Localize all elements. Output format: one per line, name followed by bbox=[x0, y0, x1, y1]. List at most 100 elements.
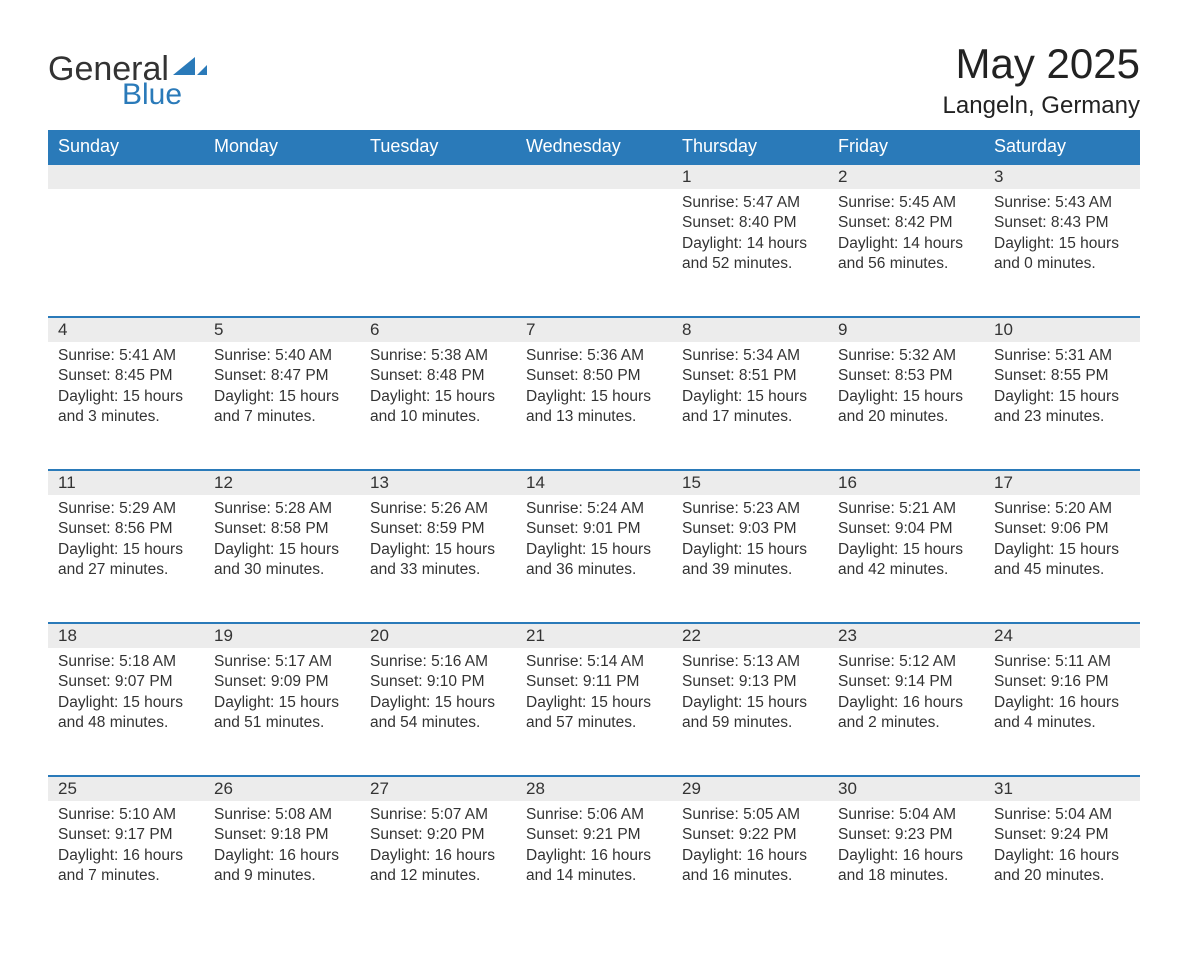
daylight-label: Daylight: bbox=[682, 541, 747, 558]
day-number-cell: 2 bbox=[828, 164, 984, 189]
day-content-cell: Sunrise: 5:43 AMSunset: 8:43 PMDaylight:… bbox=[984, 189, 1140, 317]
sunrise-value: 5:41 AM bbox=[119, 347, 176, 364]
daylight-label: Daylight: bbox=[994, 541, 1059, 558]
sunset-line: Sunset: 9:23 PM bbox=[838, 825, 974, 845]
day-header: Sunday bbox=[48, 130, 204, 164]
week-content-row: Sunrise: 5:10 AM Sunset: 9:17 PM Daylight:… bbox=[48, 801, 1140, 929]
sunrise-value: 5:08 AM bbox=[275, 806, 332, 823]
sunset-value: 9:21 PM bbox=[583, 826, 641, 843]
sunset-line: Sunset: 8:42 PM bbox=[838, 213, 974, 233]
day-content-cell: Sunrise: 5:28 AMSunset: 8:58 PMDaylight:… bbox=[204, 495, 360, 623]
day-number-cell: 5 bbox=[204, 317, 360, 342]
day-number: 2 bbox=[838, 167, 847, 186]
sunset-value: 8:42 PM bbox=[895, 214, 953, 231]
day-number-cell: 31 bbox=[984, 776, 1140, 801]
day-number-cell: 16 bbox=[828, 470, 984, 495]
sunrise-value: 5:05 AM bbox=[743, 806, 800, 823]
sunrise-label: Sunrise: bbox=[994, 653, 1055, 670]
sunrise-line: Sunrise: 5:28 AM bbox=[214, 499, 350, 519]
sunrise-value: 5:10 AM bbox=[119, 806, 176, 823]
sunrise-value: 5:36 AM bbox=[587, 347, 644, 364]
daylight-line: Daylight: 16 hours and 2 minutes. bbox=[838, 693, 974, 734]
sunrise-line: Sunrise: 5:14 AM bbox=[526, 652, 662, 672]
sunrise-label: Sunrise: bbox=[214, 500, 275, 517]
daylight-label: Daylight: bbox=[682, 694, 747, 711]
sunset-label: Sunset: bbox=[214, 520, 271, 537]
day-number-cell: 26 bbox=[204, 776, 360, 801]
day-content-cell: Sunrise: 5:17 AMSunset: 9:09 PMDaylight:… bbox=[204, 648, 360, 776]
sunrise-line: Sunrise: 5:17 AM bbox=[214, 652, 350, 672]
day-number-cell: 7 bbox=[516, 317, 672, 342]
sunrise-label: Sunrise: bbox=[58, 806, 119, 823]
day-number-cell: 30 bbox=[828, 776, 984, 801]
daylight-label: Daylight: bbox=[526, 694, 591, 711]
calendar-page: General Blue May 2025 Langeln, Germany S… bbox=[0, 0, 1188, 959]
sunrise-line: Sunrise: 5:16 AM bbox=[370, 652, 506, 672]
day-number: 24 bbox=[994, 626, 1013, 645]
daylight-line: Daylight: 16 hours and 9 minutes. bbox=[214, 846, 350, 887]
daylight-label: Daylight: bbox=[214, 847, 279, 864]
page-title: May 2025 bbox=[943, 40, 1140, 88]
sunrise-value: 5:23 AM bbox=[743, 500, 800, 517]
daylight-line: Daylight: 15 hours and 7 minutes. bbox=[214, 387, 350, 428]
day-content-cell: Sunrise: 5:29 AMSunset: 8:56 PMDaylight:… bbox=[48, 495, 204, 623]
sunrise-line: Sunrise: 5:08 AM bbox=[214, 805, 350, 825]
week-content-row: Sunrise: 5:29 AMSunset: 8:56 PMDaylight:… bbox=[48, 495, 1140, 623]
daylight-label: Daylight: bbox=[370, 694, 435, 711]
day-number-cell: 29 bbox=[672, 776, 828, 801]
sunset-value: 8:48 PM bbox=[427, 367, 485, 384]
title-block: May 2025 Langeln, Germany bbox=[943, 40, 1140, 120]
daylight-line: Daylight: 15 hours and 27 minutes. bbox=[58, 540, 194, 581]
location-label: Langeln, Germany bbox=[943, 92, 1140, 120]
sunset-label: Sunset: bbox=[214, 367, 271, 384]
week-content-row: Sunrise: 5:41 AMSunset: 8:45 PMDaylight:… bbox=[48, 342, 1140, 470]
day-number-cell bbox=[516, 164, 672, 189]
sunrise-line: Sunrise: 5:24 AM bbox=[526, 499, 662, 519]
daylight-label: Daylight: bbox=[682, 235, 747, 252]
sunset-value: 9:18 PM bbox=[271, 826, 329, 843]
day-content-cell: Sunrise: 5:12 AMSunset: 9:14 PMDaylight:… bbox=[828, 648, 984, 776]
sunset-label: Sunset: bbox=[370, 826, 427, 843]
daylight-line: Daylight: 14 hours and 56 minutes. bbox=[838, 234, 974, 275]
sunrise-line: Sunrise: 5:29 AM bbox=[58, 499, 194, 519]
sunset-value: 9:22 PM bbox=[739, 826, 797, 843]
daylight-line: Daylight: 16 hours and 4 minutes. bbox=[994, 693, 1130, 734]
daylight-line: Daylight: 15 hours and 23 minutes. bbox=[994, 387, 1130, 428]
day-number-cell: 21 bbox=[516, 623, 672, 648]
daylight-label: Daylight: bbox=[838, 541, 903, 558]
daylight-line: Daylight: 15 hours and 45 minutes. bbox=[994, 540, 1130, 581]
sunrise-value: 5:43 AM bbox=[1055, 194, 1112, 211]
daylight-line: Daylight: 16 hours and 7 minutes. bbox=[58, 846, 194, 887]
sunrise-label: Sunrise: bbox=[838, 806, 899, 823]
sunrise-label: Sunrise: bbox=[994, 500, 1055, 517]
day-number: 5 bbox=[214, 320, 223, 339]
sunset-value: 9:04 PM bbox=[895, 520, 953, 537]
sunset-value: 9:03 PM bbox=[739, 520, 797, 537]
sunset-line: Sunset: 9:24 PM bbox=[994, 825, 1130, 845]
sunset-value: 9:16 PM bbox=[1051, 673, 1109, 690]
sunset-label: Sunset: bbox=[994, 520, 1051, 537]
day-content-cell: Sunrise: 5:08 AMSunset: 9:18 PMDaylight:… bbox=[204, 801, 360, 929]
day-number-cell: 10 bbox=[984, 317, 1140, 342]
sunset-line: Sunset: 8:55 PM bbox=[994, 366, 1130, 386]
sunrise-value: 5:24 AM bbox=[587, 500, 644, 517]
sunrise-value: 5:29 AM bbox=[119, 500, 176, 517]
daylight-label: Daylight: bbox=[370, 847, 435, 864]
sunrise-label: Sunrise: bbox=[526, 500, 587, 517]
sunset-line: Sunset: 9:20 PM bbox=[370, 825, 506, 845]
sunrise-line: Sunrise: 5:32 AM bbox=[838, 346, 974, 366]
daylight-line: Daylight: 14 hours and 52 minutes. bbox=[682, 234, 818, 275]
sunrise-line: Sunrise: 5:04 AM bbox=[994, 805, 1130, 825]
day-number: 10 bbox=[994, 320, 1013, 339]
sunrise-label: Sunrise: bbox=[994, 194, 1055, 211]
sunset-label: Sunset: bbox=[682, 214, 739, 231]
sunset-value: 9:17 PM bbox=[115, 826, 173, 843]
day-number-cell: 28 bbox=[516, 776, 672, 801]
day-header: Wednesday bbox=[516, 130, 672, 164]
sunrise-line: Sunrise: 5:34 AM bbox=[682, 346, 818, 366]
sunrise-value: 5:31 AM bbox=[1055, 347, 1112, 364]
daylight-label: Daylight: bbox=[214, 388, 279, 405]
day-number-cell: 19 bbox=[204, 623, 360, 648]
day-number-cell: 14 bbox=[516, 470, 672, 495]
daylight-label: Daylight: bbox=[214, 541, 279, 558]
